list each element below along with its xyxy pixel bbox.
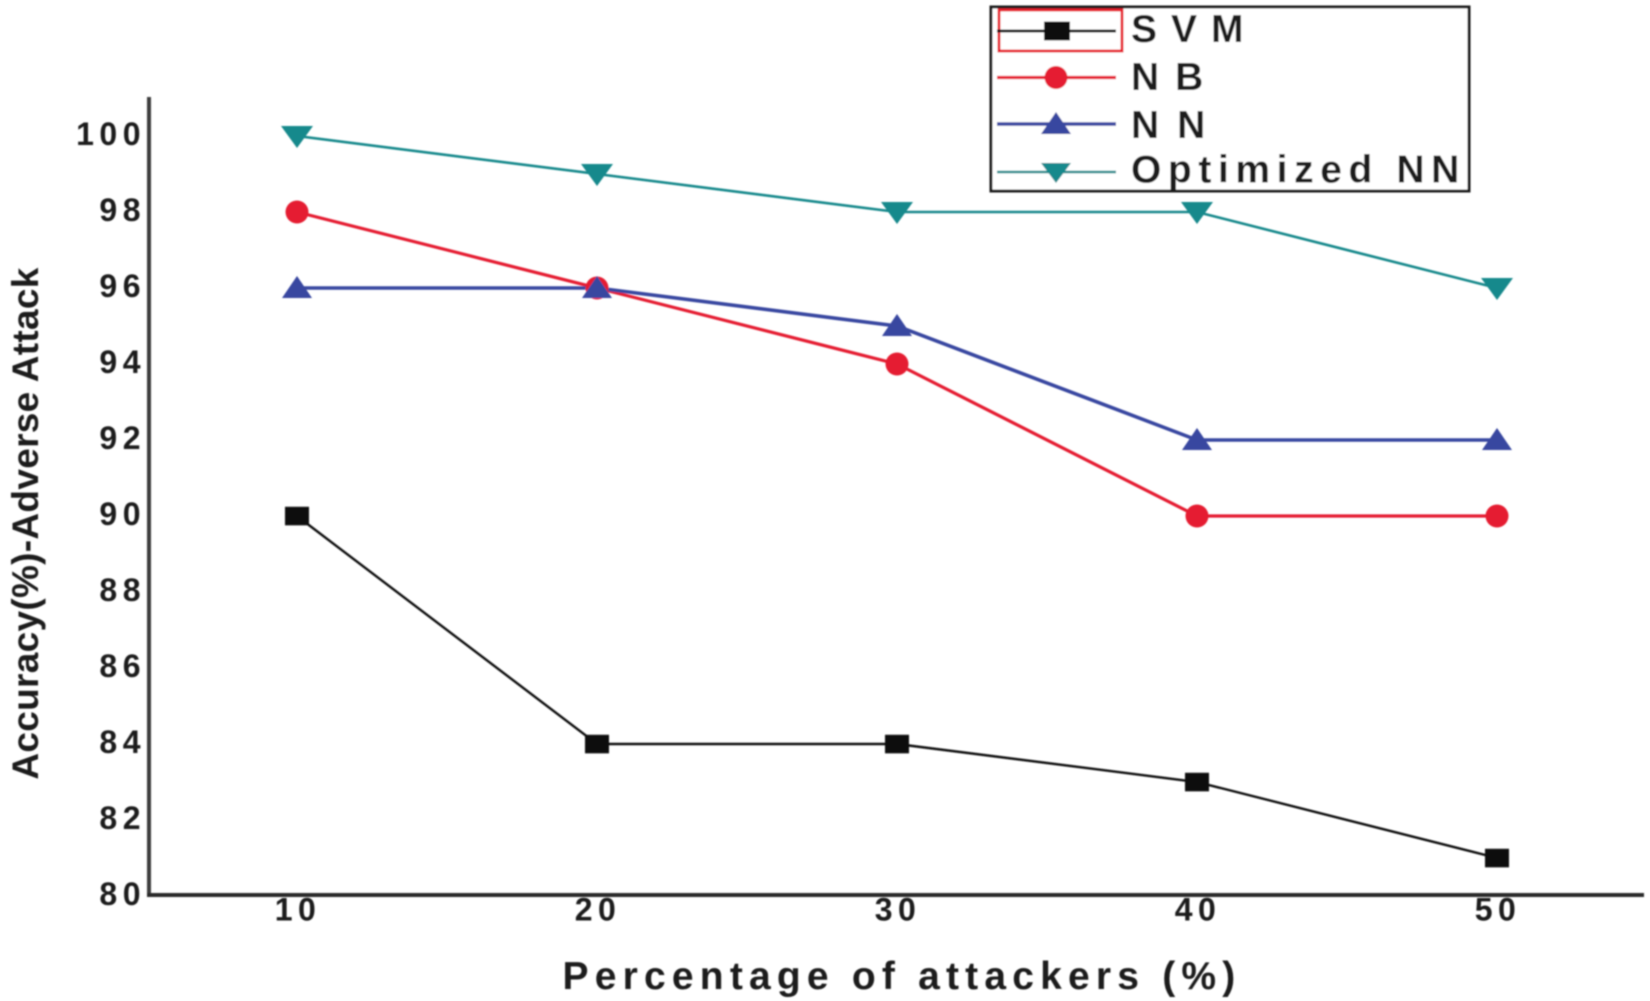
svg-text:Optimized NN: Optimized NN <box>1131 149 1466 192</box>
svg-text:96: 96 <box>99 268 146 304</box>
svg-text:30: 30 <box>875 892 922 928</box>
svg-text:84: 84 <box>99 724 146 760</box>
svg-text:98: 98 <box>99 192 146 228</box>
svg-text:92: 92 <box>99 420 146 456</box>
svg-text:88: 88 <box>99 572 146 608</box>
svg-text:SVM: SVM <box>1131 8 1258 51</box>
svg-text:10: 10 <box>275 892 322 928</box>
svg-text:50: 50 <box>1475 892 1522 928</box>
svg-text:100: 100 <box>76 116 146 152</box>
svg-text:90: 90 <box>99 496 146 532</box>
svg-text:NN: NN <box>1131 104 1223 147</box>
svg-text:94: 94 <box>99 344 146 380</box>
svg-text:82: 82 <box>99 800 146 836</box>
svg-text:Percentage of attackers (%): Percentage of attackers (%) <box>563 955 1242 998</box>
svg-text:80: 80 <box>99 876 146 912</box>
svg-text:86: 86 <box>99 648 146 684</box>
svg-text:NB: NB <box>1131 56 1219 99</box>
svg-text:40: 40 <box>1175 892 1222 928</box>
svg-text:20: 20 <box>575 892 622 928</box>
svg-text:Accuracy(%)-Adverse Attack: Accuracy(%)-Adverse Attack <box>5 267 46 779</box>
